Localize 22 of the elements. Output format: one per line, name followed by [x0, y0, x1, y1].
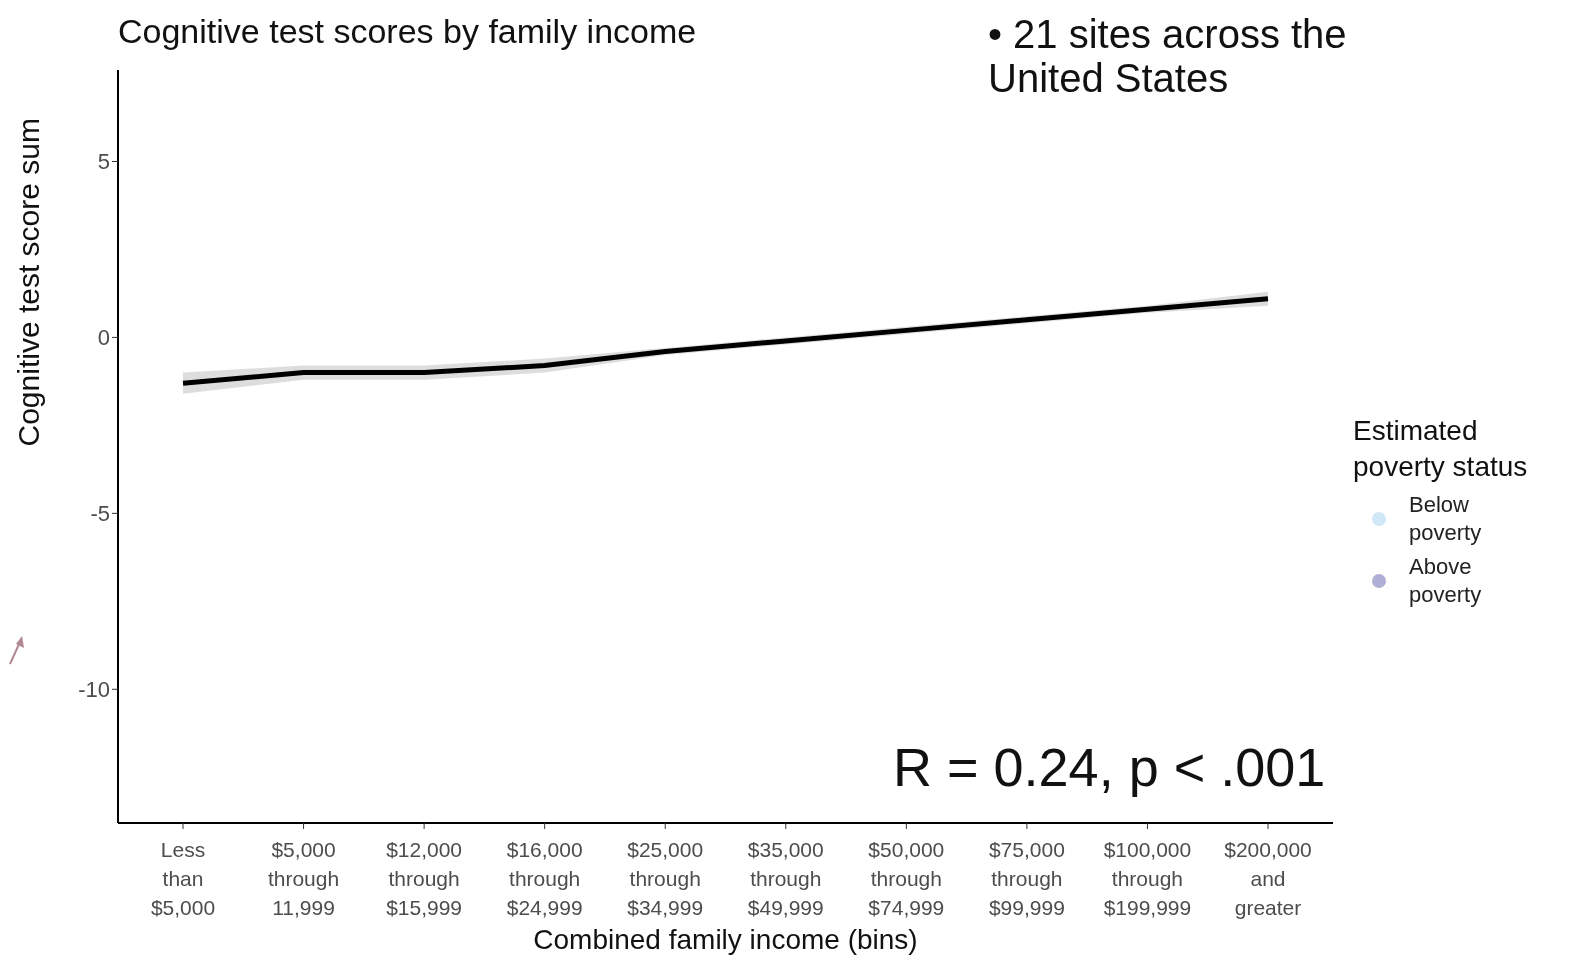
legend-label: Below poverty: [1409, 490, 1483, 547]
x-tick-label: $25,000 through $34,999: [627, 838, 704, 919]
y-tick-label: -5: [90, 501, 110, 527]
legend-label: Above poverty: [1409, 552, 1483, 609]
x-tick-label: $75,000 through $99,999: [988, 838, 1065, 919]
y-axis-title: Cognitive test score sum: [11, 118, 45, 447]
chart-title: Cognitive test scores by family income: [118, 12, 697, 51]
x-tick-label: $100,000 through $199,999: [1103, 838, 1192, 919]
legend-title: Estimated poverty status: [1353, 413, 1529, 484]
x-tick-label: $35,000 through $49,999: [747, 838, 824, 919]
y-tick-label: 0: [97, 325, 110, 351]
x-tick-label: $12,000 through $15,999: [386, 838, 463, 919]
x-tick-label: $50,000 through $74,999: [868, 838, 945, 919]
annotation: R = 0.24, p < .001: [893, 736, 1326, 798]
y-tick-label: -10: [78, 677, 110, 703]
x-tick-label: $5,000 through 11,999: [267, 838, 340, 919]
x-tick-label: Less than $5,000: [150, 838, 216, 919]
y-tick-label: 5: [97, 149, 110, 175]
x-tick-label: $16,000 through $24,999: [506, 838, 583, 919]
x-axis-title: Combined family income (bins): [533, 924, 918, 955]
annotation: • 21 sites across the United States: [987, 12, 1348, 100]
x-tick-label: $200,000 and greater: [1224, 838, 1312, 919]
